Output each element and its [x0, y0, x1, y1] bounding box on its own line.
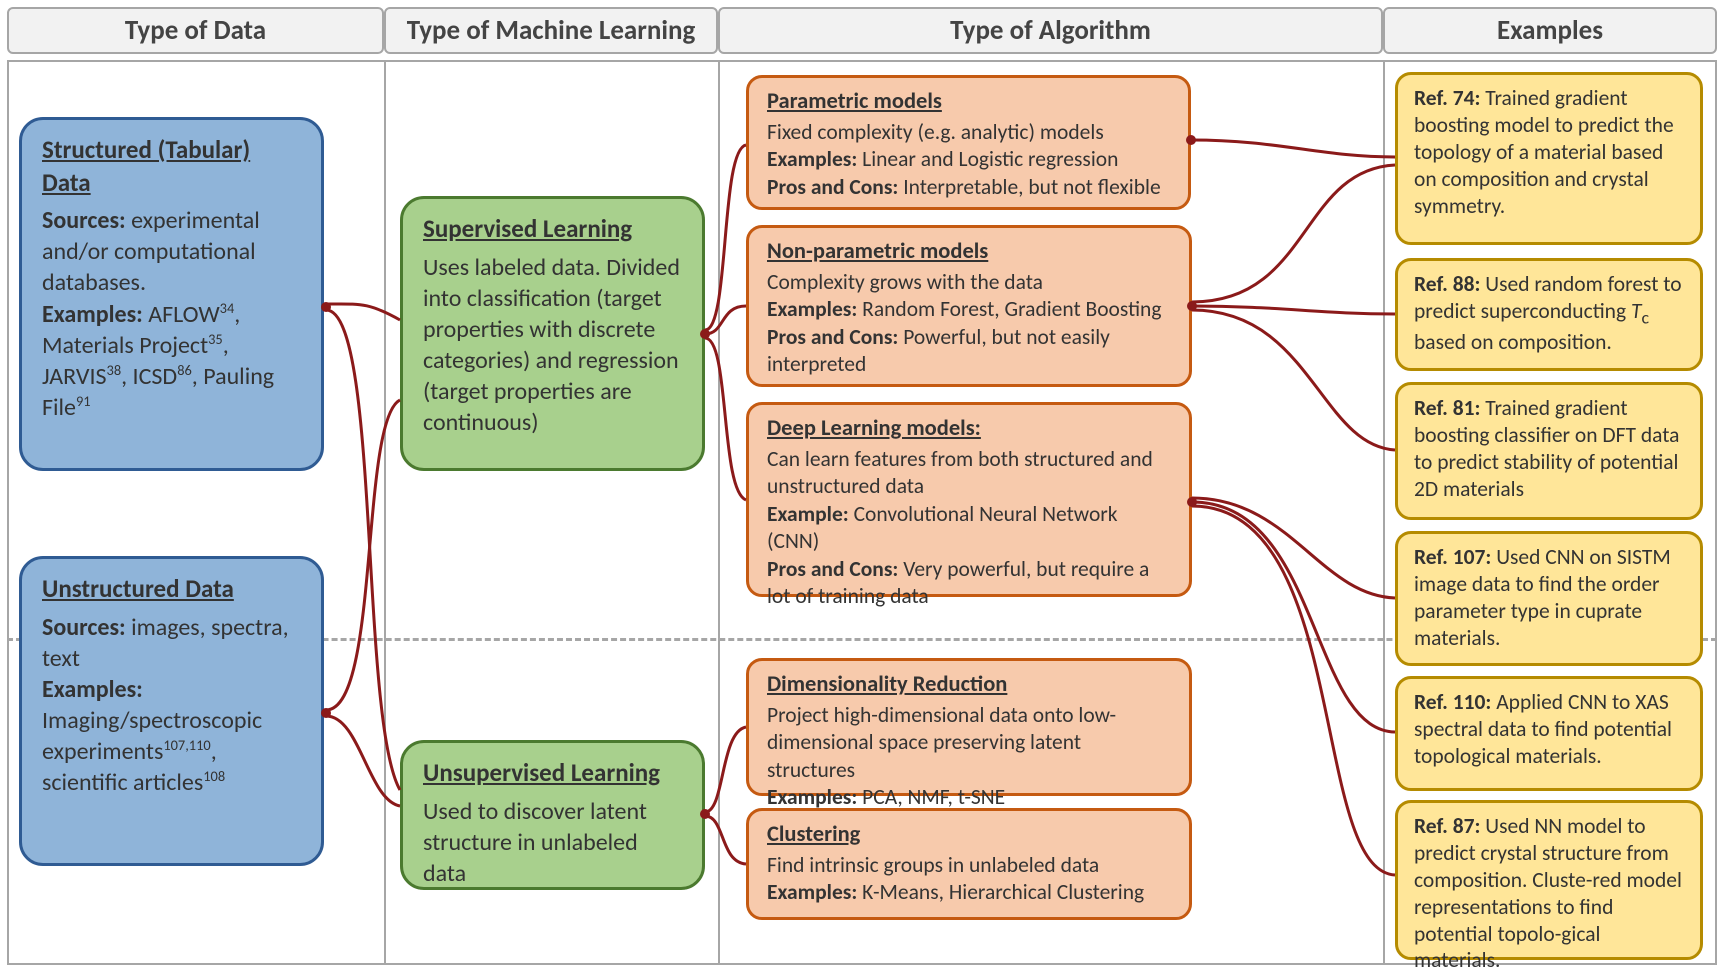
col-header-data: Type of Data — [7, 7, 384, 54]
box-dimred: Dimensionality ReductionProject high-dim… — [746, 658, 1192, 796]
grid-vline-2 — [718, 60, 720, 965]
col-header-ml: Type of Machine Learning — [384, 7, 718, 54]
box-unsupervised: Unsupervised LearningUsed to discover la… — [400, 740, 705, 890]
box-ref-74: Ref. 74: Trained gradient boosting model… — [1395, 72, 1703, 245]
box-structured-data: Structured (Tabular) DataSources: experi… — [19, 117, 324, 471]
box-parametric: Parametric modelsFixed complexity (e.g. … — [746, 75, 1191, 210]
grid-vline-1 — [384, 60, 386, 965]
box-ref-88: Ref. 88: Used random forest to predict s… — [1395, 258, 1703, 371]
col-header-algo: Type of Algorithm — [718, 7, 1383, 54]
box-nonparametric: Non-parametric modelsComplexity grows wi… — [746, 225, 1192, 387]
box-supervised: Supervised LearningUses labeled data. Di… — [400, 196, 705, 471]
box-ref-81: Ref. 81: Trained gradient boosting class… — [1395, 382, 1703, 520]
box-ref-107: Ref. 107: Used CNN on SISTM image data t… — [1395, 531, 1703, 666]
box-deep: Deep Learning models:Can learn features … — [746, 402, 1192, 597]
box-ref-110: Ref. 110: Applied CNN to XAS spectral da… — [1395, 676, 1703, 791]
box-ref-87: Ref. 87: Used NN model to predict crysta… — [1395, 800, 1703, 960]
box-clustering: ClusteringFind intrinsic groups in unlab… — [746, 808, 1192, 920]
col-header-examples: Examples — [1383, 7, 1717, 54]
box-unstructured-data: Unstructured DataSources: images, spectr… — [19, 556, 324, 866]
grid-vline-3 — [1383, 60, 1385, 965]
